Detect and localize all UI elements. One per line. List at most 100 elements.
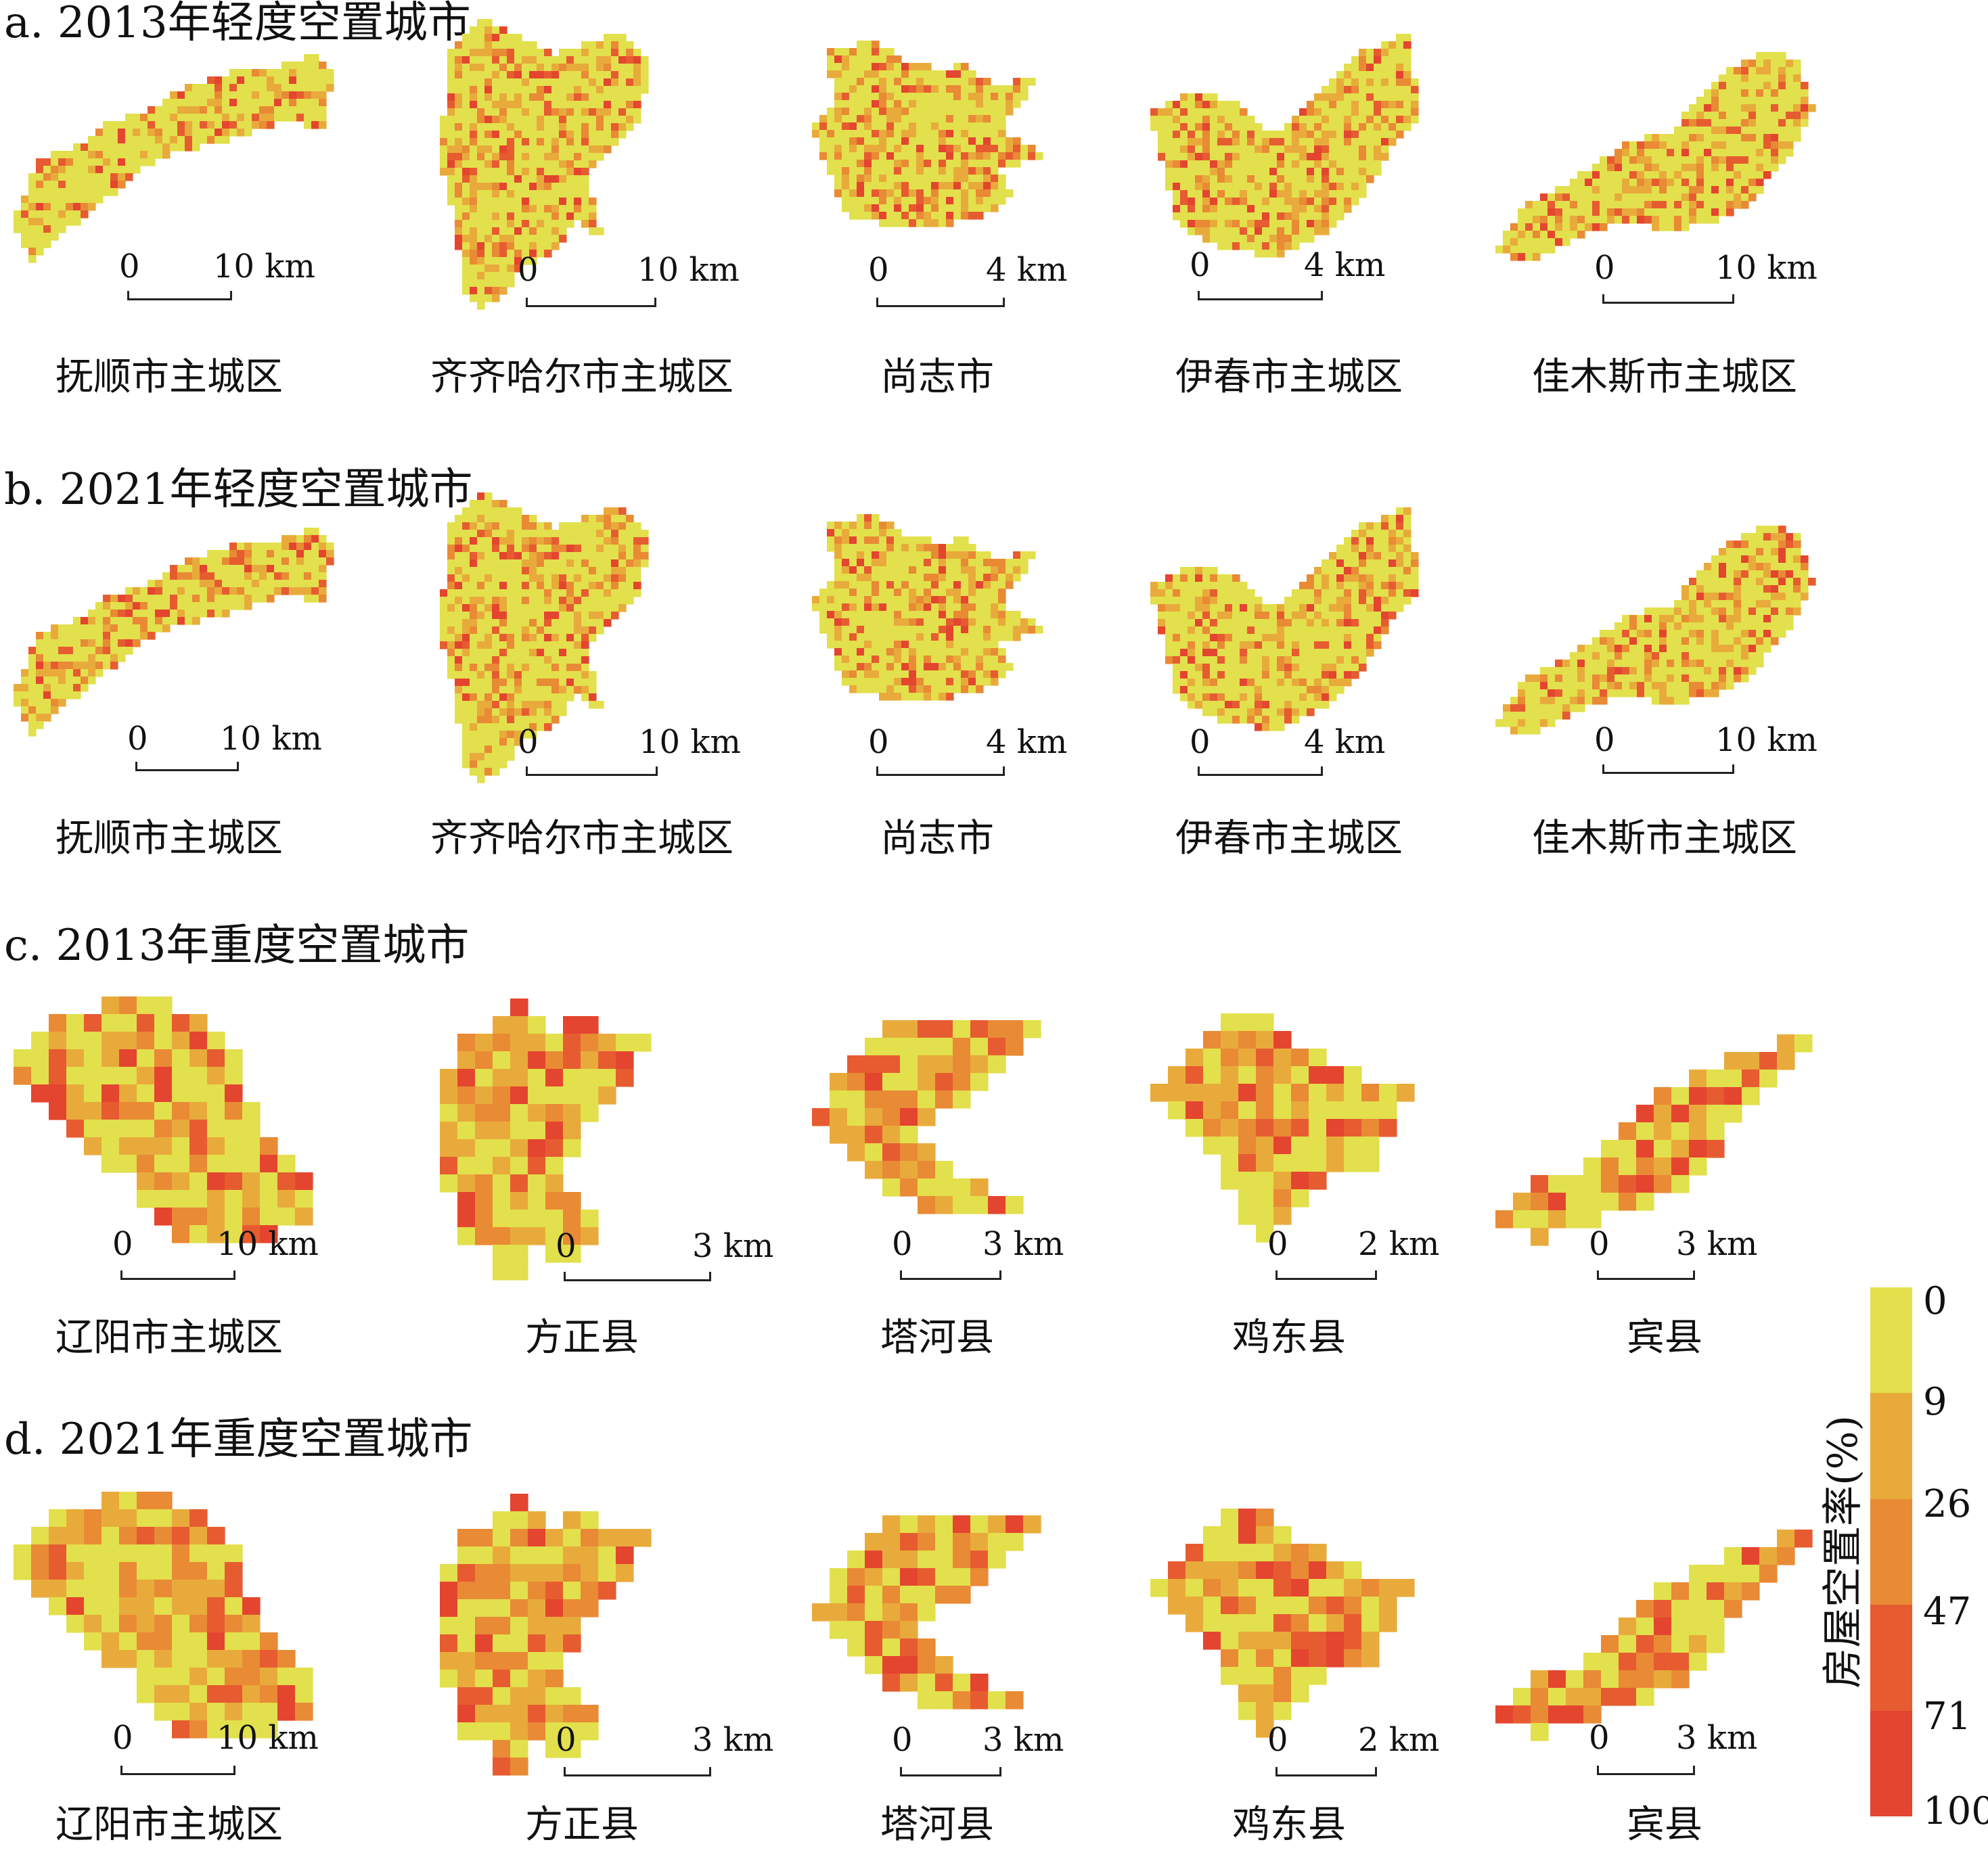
vacancy-cell	[1006, 566, 1014, 574]
vacancy-cell	[1240, 708, 1248, 716]
vacancy-cell	[43, 181, 51, 189]
vacancy-cell	[470, 205, 478, 213]
vacancy-cell	[304, 91, 312, 99]
vacancy-cell	[200, 580, 208, 588]
vacancy-cell	[1292, 235, 1300, 243]
vacancy-cell	[522, 220, 530, 228]
vacancy-cell	[252, 69, 260, 77]
vacancy-cell	[953, 551, 962, 559]
vacancy-cell	[961, 663, 969, 671]
vacancy-cell	[162, 136, 171, 144]
vacancy-cell	[1188, 634, 1196, 642]
vacancy-cell	[1518, 223, 1526, 231]
vacancy-cell	[1210, 93, 1218, 101]
vacancy-cell	[499, 190, 507, 198]
vacancy-cell	[1013, 93, 1021, 101]
vacancy-cell	[477, 612, 485, 620]
vacancy-cell	[170, 595, 178, 603]
vacancy-cell	[1711, 171, 1719, 179]
vacancy-cell	[1344, 78, 1352, 87]
vacancy-cell	[1013, 78, 1021, 86]
vacancy-cell	[1195, 567, 1203, 575]
vacancy-cell	[1381, 116, 1389, 124]
vacancy-cell	[1217, 619, 1225, 627]
vacancy-cell	[177, 143, 185, 152]
vacancy-cell	[544, 168, 552, 176]
vacancy-cell	[909, 145, 917, 153]
vacancy-cell	[1396, 49, 1404, 57]
vacancy-cell	[1329, 168, 1337, 176]
vacancy-cell	[1351, 101, 1359, 109]
vacancy-cell	[551, 160, 560, 168]
vacancy-cell	[237, 565, 245, 573]
vacancy-cell	[484, 537, 493, 545]
vacancy-cell	[834, 70, 842, 78]
vacancy-cell	[507, 530, 515, 538]
vacancy-cell	[1202, 123, 1211, 131]
vacancy-cell	[1374, 56, 1382, 64]
vacancy-cell	[618, 589, 627, 597]
vacancy-cell	[827, 626, 835, 634]
vacancy-cell	[1336, 545, 1345, 553]
vacancy-cell	[953, 648, 962, 656]
vacancy-cell	[1247, 145, 1255, 154]
vacancy-cell	[946, 693, 954, 701]
vacancy-cell	[200, 557, 208, 566]
vacancy-cell	[133, 602, 141, 610]
vacancy-cell	[968, 175, 976, 183]
vacancy-cell	[604, 101, 612, 109]
vacancy-cell	[1277, 679, 1285, 687]
vacancy-cell	[1292, 138, 1300, 146]
vacancy-cell	[1255, 634, 1263, 642]
vacancy-cell	[1188, 160, 1196, 168]
vacancy-cell	[1217, 160, 1225, 168]
vacancy-cell	[477, 574, 485, 582]
vacancy-cell	[125, 173, 133, 181]
vacancy-cell	[148, 624, 156, 633]
vacancy-cell	[462, 250, 470, 258]
vacancy-cell	[1381, 597, 1389, 605]
vacancy-cell	[507, 641, 515, 649]
vacancy-cell	[1396, 131, 1404, 139]
vacancy-cell	[1284, 649, 1292, 657]
vacancy-cell	[1336, 205, 1345, 213]
vacancy-cell	[551, 649, 560, 657]
vacancy-cell	[1195, 220, 1203, 228]
vacancy-cell	[1344, 93, 1352, 101]
vacancy-cell	[1329, 641, 1337, 649]
vacancy-cell	[148, 580, 156, 588]
vacancy-cell	[589, 160, 597, 168]
vacancy-cell	[1006, 559, 1014, 567]
vacancy-cell	[916, 93, 924, 101]
vacancy-cell	[551, 145, 560, 154]
vacancy-cell	[611, 612, 619, 620]
vacancy-cell	[514, 78, 522, 87]
vacancy-cell	[857, 197, 865, 205]
vacancy-cell	[200, 84, 208, 92]
vacancy-cell	[529, 679, 537, 687]
vacancy-cell	[551, 604, 560, 612]
vacancy-cell	[924, 678, 932, 686]
vacancy-cell	[267, 595, 275, 603]
vacancy-cell	[857, 41, 865, 49]
vacancy-cell	[170, 143, 178, 152]
vacancy-cell	[522, 708, 530, 716]
scale-label-end: 4 km	[986, 251, 1068, 289]
vacancy-cell	[916, 70, 924, 78]
vacancy-cell	[1006, 108, 1014, 116]
vacancy-cell	[819, 115, 828, 123]
vacancy-cell	[1262, 723, 1270, 731]
vacancy-cell	[924, 78, 932, 86]
vacancy-cell	[1247, 604, 1255, 612]
vacancy-cell	[1681, 134, 1690, 142]
vacancy-cell	[110, 662, 118, 670]
vacancy-cell	[1013, 611, 1021, 619]
vacancy-cell	[1165, 175, 1173, 183]
vacancy-cell	[110, 129, 118, 137]
vacancy-cell	[1734, 179, 1742, 187]
vacancy-cell	[447, 574, 455, 582]
vacancy-cell	[537, 686, 545, 694]
vacancy-cell	[641, 71, 649, 79]
vacancy-cell	[596, 138, 604, 146]
vacancy-cell	[522, 574, 530, 582]
